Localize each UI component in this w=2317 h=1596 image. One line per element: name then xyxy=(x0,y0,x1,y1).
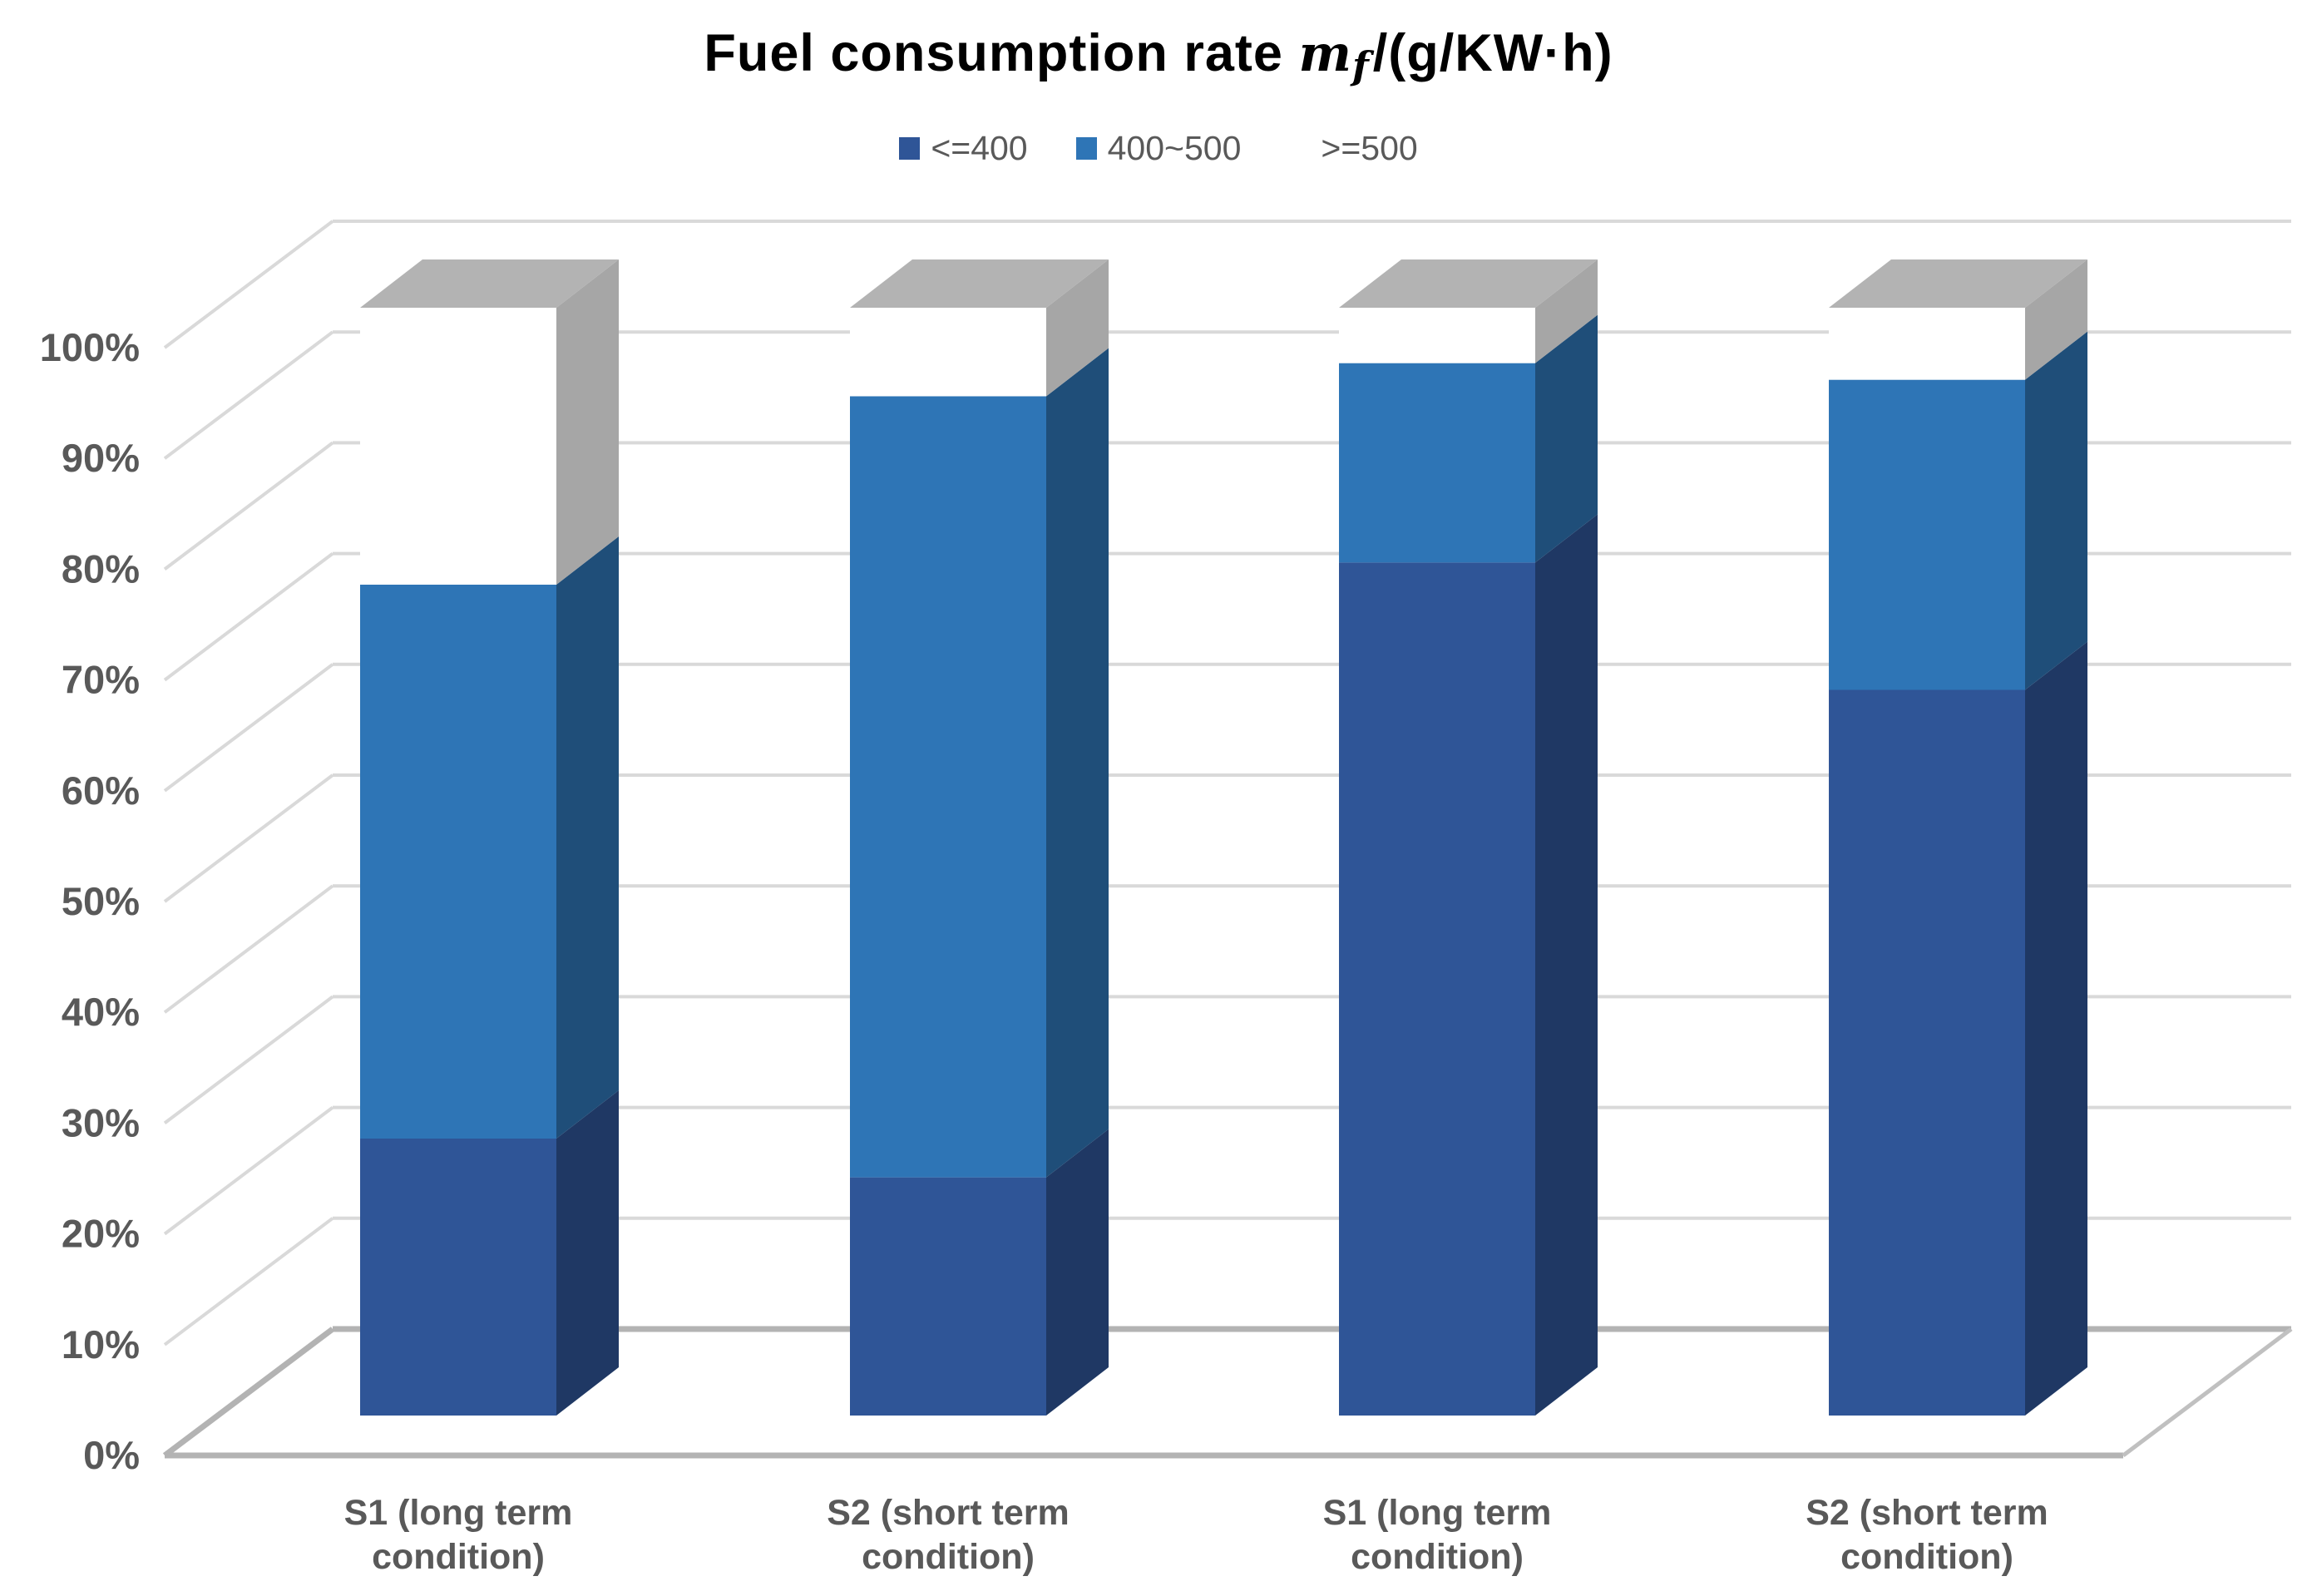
category-label: condition) xyxy=(1840,1537,2013,1577)
legend-label: 400~500 xyxy=(1107,129,1242,167)
y-tick-label: 100% xyxy=(40,325,140,369)
bar-segment-side xyxy=(1046,1129,1109,1416)
bar-segment-front xyxy=(850,1177,1046,1416)
bar-segment-front xyxy=(850,396,1046,1178)
bar-segment-front xyxy=(360,308,556,585)
y-tick-line xyxy=(163,552,334,682)
bar-segment-side xyxy=(556,536,619,1139)
bar-segment-side xyxy=(556,259,619,585)
category-label: condition) xyxy=(1351,1537,1524,1577)
y-tick-label: 90% xyxy=(62,436,140,480)
y-tick-line xyxy=(163,773,334,903)
category-label: S2 (short term xyxy=(827,1493,1070,1533)
chart-title-prefix: Fuel consumption rate xyxy=(704,24,1299,82)
chart-title: Fuel consumption rate mf/(g/KW·h) xyxy=(0,23,2317,88)
category-label: condition) xyxy=(862,1537,1035,1577)
bar-segment-front xyxy=(850,308,1046,397)
legend-item-ge500: >=500 xyxy=(1289,129,1418,168)
legend-marker-icon xyxy=(1075,137,1097,160)
y-tick-label: 40% xyxy=(62,990,140,1034)
bar-segment-side xyxy=(1535,314,1598,563)
bar-segment-front xyxy=(1829,308,2025,380)
bar-segment-side xyxy=(1046,348,1109,1178)
bar-top-face xyxy=(1339,259,1598,308)
bar-segment-front xyxy=(1829,689,2025,1416)
y-tick-line xyxy=(163,1217,334,1346)
category-label: S1 (long term xyxy=(1323,1493,1552,1533)
bar-segment-side xyxy=(1535,259,1598,363)
y-tick-label: 80% xyxy=(62,546,140,590)
y-tick-label: 30% xyxy=(62,1100,140,1144)
y-tick-label: 60% xyxy=(62,768,140,813)
bar-segment-side xyxy=(2025,331,2087,690)
legend-label: <=400 xyxy=(931,129,1028,167)
y-tick-label: 70% xyxy=(62,658,140,702)
y-tick-label: 10% xyxy=(62,1322,140,1366)
bar-top-face xyxy=(1829,259,2087,308)
y-tick-line xyxy=(163,330,334,460)
category-label: condition) xyxy=(372,1537,545,1577)
y-tick-label: 50% xyxy=(62,879,140,923)
bar-segment-front xyxy=(1339,308,1535,363)
y-tick-label: 0% xyxy=(83,1433,140,1477)
bar-segment-side xyxy=(1046,259,1109,397)
floor-right-edge xyxy=(2122,1327,2293,1457)
legend-label: >=500 xyxy=(1321,129,1418,167)
chart-title-suffix: /(g/KW·h) xyxy=(1372,24,1613,82)
bar-segment-side xyxy=(556,1090,619,1416)
y-tick-line xyxy=(163,441,334,571)
bar-segment-front xyxy=(1339,562,1535,1416)
y-tick-line xyxy=(162,1327,335,1458)
y-tick-line xyxy=(163,220,334,349)
bar-top-face xyxy=(850,259,1109,308)
bar-segment-front xyxy=(1829,379,2025,690)
y-tick-line xyxy=(163,995,334,1124)
bar-segment-front xyxy=(360,1139,556,1416)
legend-marker-icon xyxy=(899,137,921,160)
y-tick-line xyxy=(163,1106,334,1236)
bar-segment-side xyxy=(2025,641,2087,1416)
category-label: S1 (long term xyxy=(344,1493,573,1533)
bar-segment-front xyxy=(1339,363,1535,563)
chart-title-math-subscript: f xyxy=(1351,43,1370,89)
chart-legend: <=400 400~500 >=500 xyxy=(0,129,2317,168)
category-label: S2 (short term xyxy=(1806,1493,2048,1533)
legend-item-400-500: 400~500 xyxy=(1075,129,1242,168)
legend-marker-icon xyxy=(1289,137,1311,160)
bar-segment-side xyxy=(2025,259,2087,380)
legend-item-le400: <=400 xyxy=(899,129,1028,168)
y-tick-line xyxy=(163,663,334,793)
bar-segment-side xyxy=(1535,514,1598,1416)
y-tick-label: 20% xyxy=(62,1212,140,1256)
bar-segment-front xyxy=(360,585,556,1139)
y-tick-line xyxy=(163,884,334,1014)
chart-title-math-symbol: m xyxy=(1298,25,1352,83)
bar-top-face xyxy=(360,259,619,308)
